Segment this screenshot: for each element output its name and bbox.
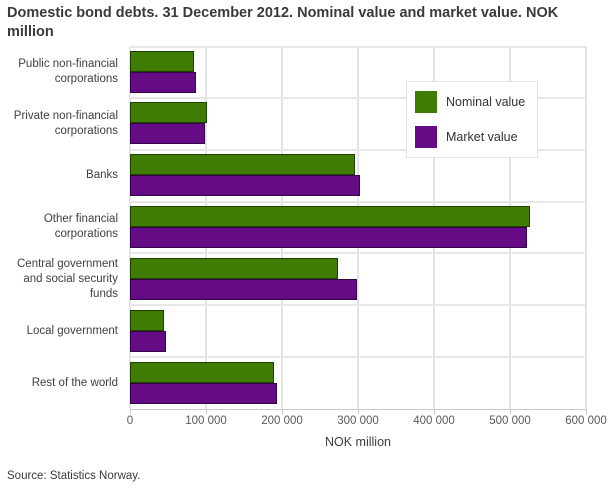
market-value-bar <box>130 382 277 404</box>
category-label: Public non-financial corporations <box>18 57 118 85</box>
nominal-value-bar <box>130 206 530 228</box>
gridline-horizontal <box>130 149 586 151</box>
legend: Nominal value Market value <box>406 81 538 158</box>
nominal-value-bar <box>130 361 275 383</box>
legend-item-nominal-value[interactable]: Nominal value <box>415 91 531 113</box>
x-axis-title: NOK million <box>325 435 391 449</box>
x-tick-label: 600 000 <box>565 415 607 427</box>
plot-area <box>129 46 587 409</box>
x-tick-mark <box>510 409 511 414</box>
nominal-value-bar <box>130 309 165 331</box>
market-value-bar <box>130 227 528 249</box>
gridline-horizontal <box>130 201 586 203</box>
gridline-horizontal <box>130 46 586 48</box>
source-note: Source: Statistics Norway. <box>7 470 141 482</box>
x-tick-label: 300 000 <box>337 415 379 427</box>
gridline-horizontal <box>130 252 586 254</box>
category-label: Other financial corporations <box>43 213 118 241</box>
gridline-horizontal <box>130 97 586 99</box>
gridline-horizontal <box>130 304 586 306</box>
x-tick-mark <box>434 409 435 414</box>
x-tick-label: 0 <box>126 415 134 427</box>
market-value-bar <box>130 123 206 145</box>
x-tick-label: 500 000 <box>489 415 531 427</box>
x-tick-label: 100 000 <box>185 415 227 427</box>
legend-label: Market value <box>446 130 518 144</box>
legend-item-market-value[interactable]: Market value <box>415 126 531 148</box>
nominal-value-bar <box>130 50 194 72</box>
market-value-bar <box>130 278 358 300</box>
x-tick-mark <box>282 409 283 414</box>
category-label: Local government <box>26 324 118 337</box>
category-label: Banks <box>86 169 118 182</box>
gridline-vertical <box>585 46 587 409</box>
market-value-bar <box>130 71 197 93</box>
chart-title: Domestic bond debts. 31 December 2012. N… <box>7 5 559 40</box>
category-label: Private non-financial corporations <box>13 109 118 137</box>
bar-chart: Public non-financial corporations Private… <box>13 46 607 449</box>
category-label: Rest of the world <box>31 376 118 389</box>
category-label: Central government and social security f… <box>17 257 118 300</box>
x-tick-label: 400 000 <box>413 415 455 427</box>
market-value-swatch <box>415 126 437 148</box>
x-tick-mark <box>586 409 587 414</box>
nominal-value-bar <box>130 154 355 176</box>
nominal-value-bar <box>130 257 339 279</box>
x-tick-label: 200 000 <box>261 415 303 427</box>
nominal-value-swatch <box>415 91 437 113</box>
market-value-bar <box>130 330 166 352</box>
x-tick-mark <box>358 409 359 414</box>
x-tick-mark <box>130 409 131 414</box>
gridline-horizontal <box>130 356 586 358</box>
market-value-bar <box>130 175 360 197</box>
x-tick-mark <box>206 409 207 414</box>
legend-label: Nominal value <box>446 95 526 109</box>
nominal-value-bar <box>130 102 207 124</box>
